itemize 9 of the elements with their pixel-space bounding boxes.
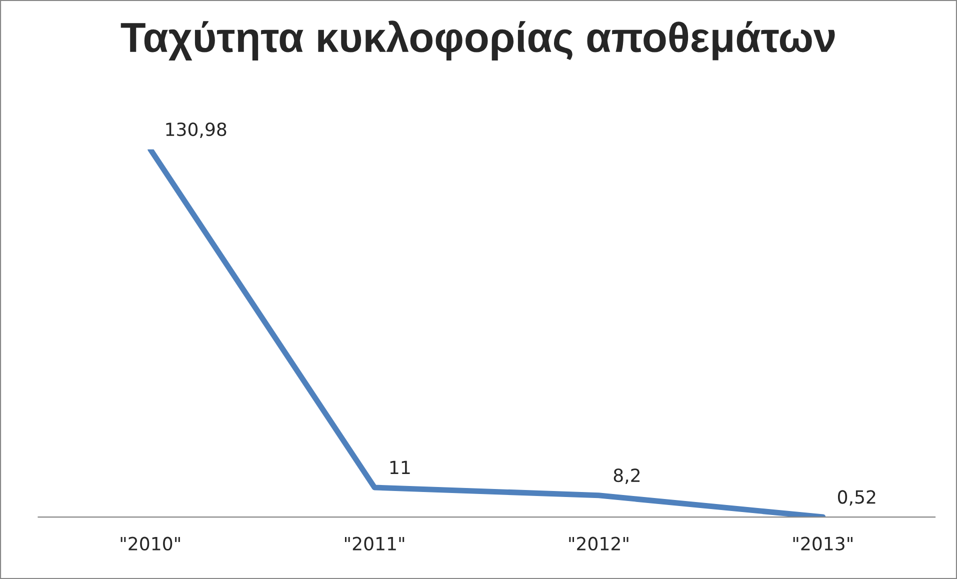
data-label: 0,52 (838, 490, 876, 506)
chart-title: Ταχύτητα κυκλοφορίας αποθεμάτων (120, 20, 835, 60)
x-tick-label: "2010" (120, 536, 180, 550)
x-tick-label: "2012" (569, 536, 628, 550)
x-tick-label: "2013" (793, 536, 852, 550)
x-tick-label: "2011" (345, 536, 404, 550)
data-label: 11 (390, 460, 410, 474)
data-label: 130,98 (166, 122, 226, 138)
data-label: 8,2 (614, 468, 640, 484)
